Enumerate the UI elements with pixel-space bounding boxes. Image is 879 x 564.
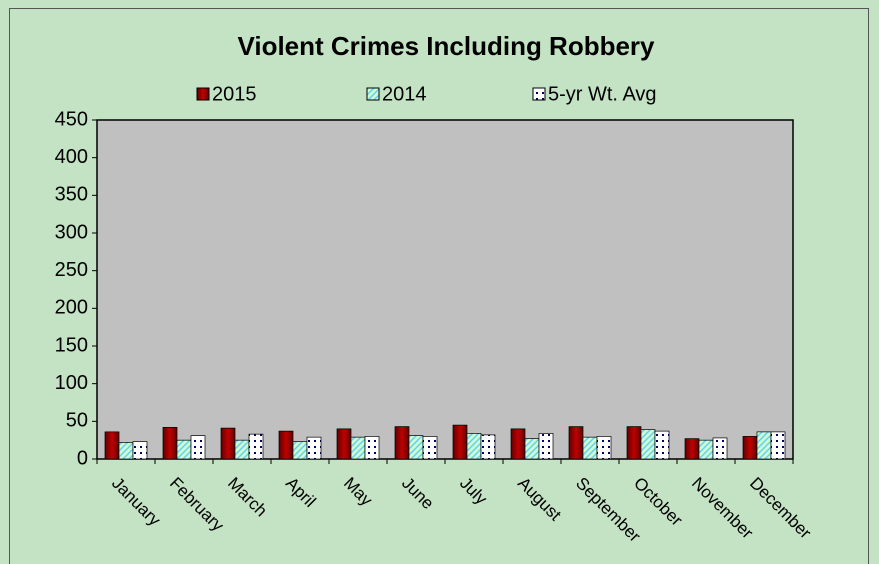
bar xyxy=(278,430,294,460)
bar xyxy=(654,430,670,460)
bar xyxy=(132,441,148,460)
legend-label: 2015 xyxy=(212,83,257,105)
bar xyxy=(394,426,410,460)
legend-label: 5-yr Wt. Avg xyxy=(548,83,657,105)
y-tick-label: 400 xyxy=(55,146,88,168)
bar xyxy=(538,433,554,460)
y-tick-label: 250 xyxy=(55,259,88,281)
bar xyxy=(162,427,178,460)
bar xyxy=(336,428,352,460)
legend-swatch xyxy=(196,87,210,101)
y-tick-label: 200 xyxy=(55,297,88,319)
bar xyxy=(248,433,264,460)
bar xyxy=(452,424,468,460)
y-tick-label: 100 xyxy=(55,372,88,394)
chart-title: Violent Crimes Including Robbery xyxy=(237,31,655,61)
bar xyxy=(292,441,308,460)
bar xyxy=(176,439,192,460)
bar xyxy=(408,435,424,460)
y-tick-label: 300 xyxy=(55,221,88,243)
y-tick-label: 150 xyxy=(55,334,88,356)
bar xyxy=(190,435,206,460)
bar xyxy=(234,439,250,460)
bar xyxy=(306,436,322,460)
y-tick-label: 50 xyxy=(66,410,88,432)
y-tick-label: 0 xyxy=(77,447,88,469)
bar xyxy=(596,436,612,460)
bar xyxy=(568,426,584,460)
bar xyxy=(756,431,772,460)
bar xyxy=(466,433,482,460)
plot-area xyxy=(96,119,794,460)
bar xyxy=(684,438,700,460)
bar xyxy=(770,431,786,460)
y-tick-label: 350 xyxy=(55,184,88,206)
legend-swatch xyxy=(366,87,380,101)
legend-label: 2014 xyxy=(382,83,427,105)
bar xyxy=(510,428,526,460)
bar xyxy=(524,438,540,460)
bar xyxy=(626,426,642,460)
bar xyxy=(640,429,656,460)
bar xyxy=(364,436,380,460)
bar xyxy=(118,442,134,460)
bar xyxy=(698,439,714,460)
legend-swatch xyxy=(532,87,546,101)
y-tick-label: 450 xyxy=(55,108,88,130)
bar xyxy=(480,434,496,460)
bar xyxy=(104,431,120,460)
bar xyxy=(422,436,438,460)
frame xyxy=(9,8,869,564)
bar xyxy=(220,427,236,460)
bar xyxy=(582,436,598,460)
bar xyxy=(712,437,728,460)
bar xyxy=(742,436,758,460)
bar xyxy=(350,436,366,460)
